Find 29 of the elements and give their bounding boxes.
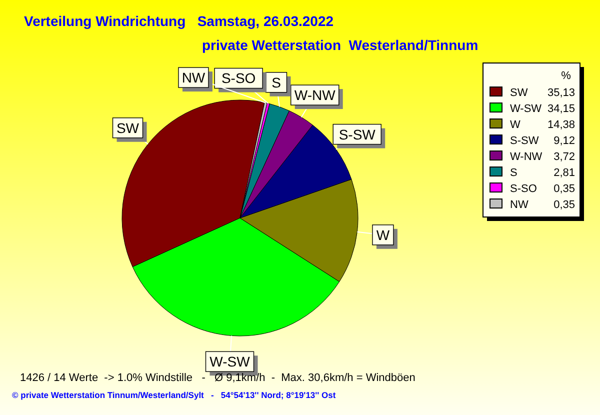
data-label: 14,38 (547, 119, 575, 131)
data-label: 34,15 (547, 103, 575, 115)
legend-label: S-SO (510, 183, 538, 195)
data-label: 2,81 (554, 167, 575, 179)
data-label: 0,35 (554, 199, 575, 211)
slice-label: W (376, 226, 390, 243)
legend-label: W-SW (510, 103, 542, 115)
legend-label: S-SW (510, 135, 540, 147)
slice-label: S (272, 74, 281, 90)
text: © private Wetterstation Tinnum/Westerland/Sylt - 54°54'13'' Nord; 8°19'13'' Ost (12, 390, 336, 400)
legend-label: W (510, 119, 521, 131)
data-label: 9,12 (554, 135, 575, 147)
data-label: 3,72 (554, 151, 575, 163)
slice-label: S-SW (338, 126, 376, 142)
legend-label: NW (510, 199, 529, 211)
chart-subtitle: private Wetterstation Westerland/Tinnum (202, 37, 478, 53)
data-label: 0,35 (554, 183, 575, 195)
legend-label: SW (510, 87, 528, 99)
legend-label: S (510, 167, 518, 179)
slice-label: SW (116, 120, 140, 136)
slice-label: W-NW (294, 87, 336, 104)
legend-title: % (561, 70, 572, 82)
text: 1426 / 14 Werte -> 1.0% Windstille - Ø 9,1km/h - Max. 30,6km/h = Windböen (20, 372, 416, 384)
slice-label: S-SO (221, 70, 256, 86)
data-label: 35,13 (547, 87, 575, 99)
slice-label: NW (182, 70, 206, 86)
slice-label: W-SW (210, 354, 251, 370)
legend-label: W-NW (510, 151, 543, 163)
chart-title: Verteilung Windrichtung Samstag, 26.03.2022 (24, 13, 334, 29)
